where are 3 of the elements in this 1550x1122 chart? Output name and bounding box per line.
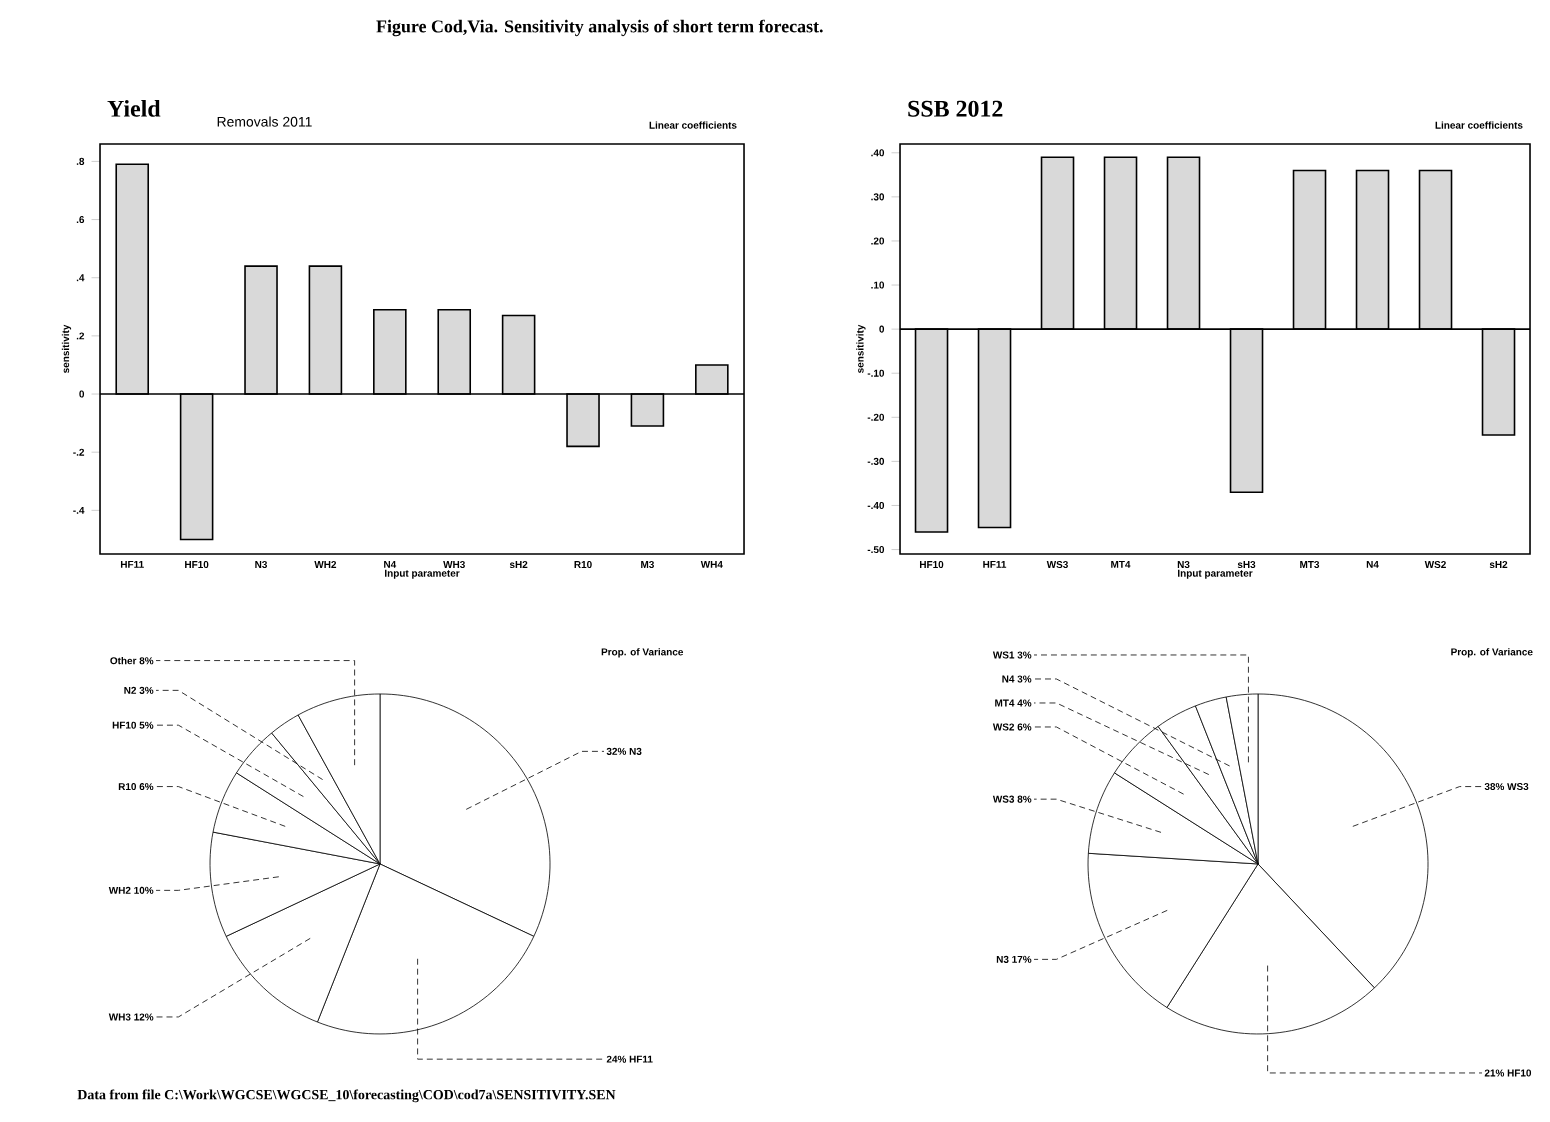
text: Figure Cod,Via. Sensitivity analysis of short term forecast. bbox=[376, 19, 823, 37]
chart-title: Yield bbox=[107, 99, 161, 117]
chart-title: SSB 2012 bbox=[908, 100, 1003, 117]
